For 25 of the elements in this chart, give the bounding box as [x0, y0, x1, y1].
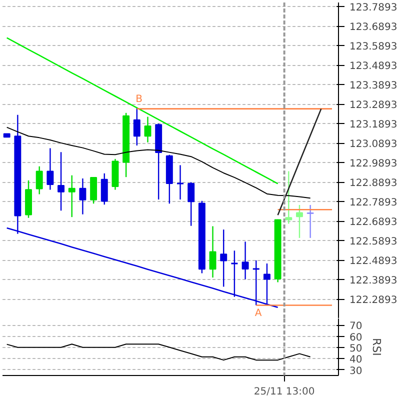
y-tick-label: 123.2893	[350, 100, 398, 112]
y-tick-label: 122.9893	[350, 158, 398, 170]
y-tick-label: 50	[350, 344, 362, 355]
y-tick-label: 70	[350, 321, 362, 332]
annotation: A	[254, 308, 262, 320]
y-tick-label: 123.0893	[350, 139, 398, 150]
y-tick-label: 123.7893	[350, 2, 398, 14]
y-tick-label: 122.7893	[350, 198, 398, 209]
annotation: B	[136, 94, 143, 105]
y-tick-label: 122.6893	[350, 217, 398, 228]
y-tick-label: 122.2893	[350, 295, 398, 306]
y-tick-label: 123.4893	[350, 61, 398, 72]
y-tick-label: 122.8893	[350, 178, 398, 190]
y-tick-label: 123.6893	[350, 22, 398, 34]
text: 25/11 13:00	[254, 386, 315, 398]
y-tick-label: 123.1893	[350, 120, 398, 131]
y-tick-label: 123.3893	[350, 80, 398, 92]
y-tick-label: 123.5893	[350, 42, 398, 53]
y-tick-label: 122.3893	[350, 276, 398, 287]
y-tick-label: 60	[350, 332, 362, 344]
y-axis-title: RSI	[370, 338, 384, 356]
y-tick-label: 40	[350, 354, 362, 366]
y-tick-label: 30	[350, 366, 362, 377]
y-tick-label: 122.5893	[350, 236, 398, 248]
y-tick-label: 122.4893	[350, 256, 398, 268]
